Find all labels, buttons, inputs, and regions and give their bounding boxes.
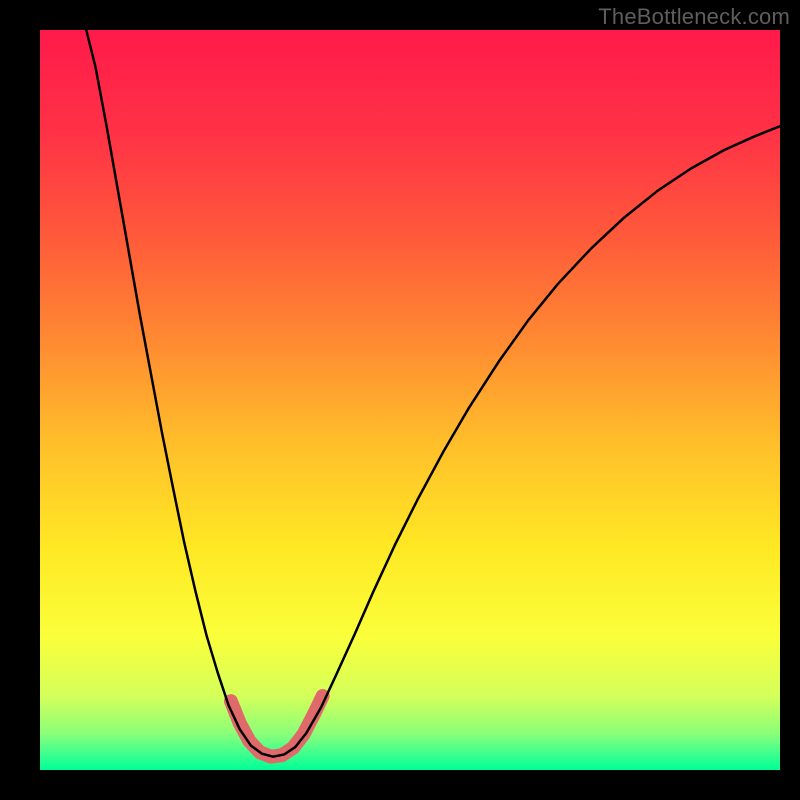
- chart-frame: TheBottleneck.com: [0, 0, 800, 800]
- watermark-text: TheBottleneck.com: [598, 4, 790, 30]
- curve-layer: [40, 30, 780, 770]
- plot-area: [40, 30, 780, 770]
- main-curve: [84, 23, 780, 757]
